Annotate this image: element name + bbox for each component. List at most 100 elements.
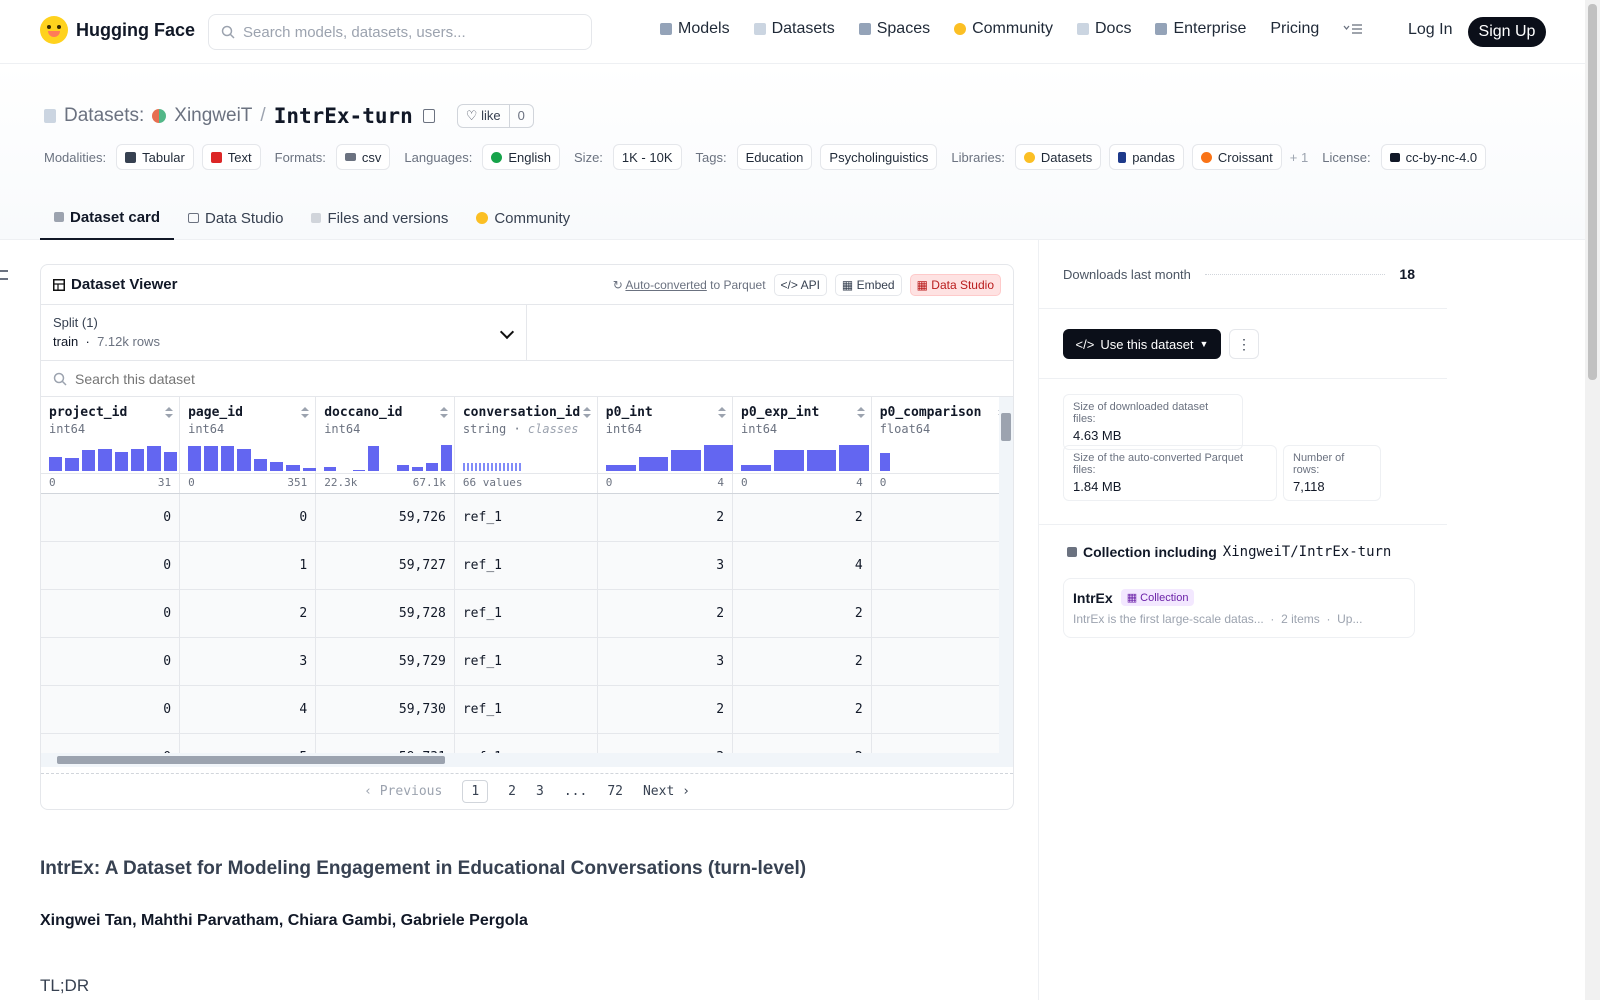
- table-cell[interactable]: 0: [41, 637, 181, 686]
- histogram-bar[interactable]: [806, 450, 837, 471]
- login-link[interactable]: Log In: [1408, 21, 1453, 38]
- table-cell[interactable]: ref_1: [454, 589, 598, 638]
- histogram-bar[interactable]: [397, 464, 409, 471]
- page-2[interactable]: 2: [508, 784, 516, 799]
- global-search-input[interactable]: [243, 23, 583, 41]
- table-cell[interactable]: 2: [732, 637, 872, 686]
- nav-docs[interactable]: Docs: [1077, 20, 1131, 38]
- nav-pricing[interactable]: Pricing: [1270, 20, 1319, 38]
- table-cell[interactable]: 0: [41, 589, 181, 638]
- histogram-bar[interactable]: [269, 461, 284, 471]
- sort-icon[interactable]: [165, 407, 174, 419]
- histogram-bar[interactable]: [671, 450, 702, 471]
- histogram-bar[interactable]: [353, 469, 365, 471]
- table-cell[interactable]: [871, 589, 1013, 638]
- table-cell[interactable]: ref_1: [454, 685, 598, 734]
- histogram-bar[interactable]: [638, 456, 669, 471]
- table-cell[interactable]: 0: [179, 493, 317, 542]
- table-cell[interactable]: 0: [41, 685, 181, 734]
- auto-converted-link[interactable]: Auto-converted: [625, 277, 707, 292]
- histogram-bar[interactable]: [130, 448, 145, 471]
- table-row[interactable]: 0 2 59,728 ref_1 2 2: [41, 589, 1013, 638]
- scroll-thumb[interactable]: [57, 756, 445, 764]
- histogram-bar[interactable]: [204, 446, 218, 471]
- table-cell[interactable]: 4: [179, 685, 317, 734]
- table-cell[interactable]: 59,727: [315, 541, 455, 590]
- data-studio-button[interactable]: ▦ Data Studio: [909, 273, 1001, 296]
- tag-education[interactable]: Education: [736, 144, 813, 170]
- tab-community[interactable]: Community: [462, 196, 584, 240]
- tag-lib-croissant[interactable]: Croissant: [1191, 144, 1282, 170]
- dataset-search[interactable]: [41, 361, 1013, 397]
- table-cell[interactable]: 2: [732, 685, 872, 734]
- histogram-bar[interactable]: [741, 464, 771, 471]
- table-cell[interactable]: 0: [41, 541, 181, 590]
- signup-button[interactable]: Sign Up: [1468, 17, 1546, 47]
- sort-icon[interactable]: [718, 407, 727, 419]
- table-cell[interactable]: ref_1: [454, 541, 598, 590]
- tag-psycholinguistics[interactable]: Psycholinguistics: [820, 144, 938, 170]
- table-cell[interactable]: 59,730: [315, 685, 455, 734]
- brand-logo[interactable]: Hugging Face: [40, 16, 195, 44]
- table-cell[interactable]: 2: [732, 493, 872, 542]
- next-page[interactable]: Next ›: [642, 784, 690, 799]
- horizontal-scrollbar[interactable]: [41, 753, 1001, 767]
- page-scroll-thumb[interactable]: [1588, 4, 1597, 380]
- table-cell[interactable]: 2: [732, 589, 872, 638]
- table-row[interactable]: 0 0 59,726 ref_1 2 2: [41, 493, 1013, 542]
- histogram-bar[interactable]: [49, 456, 63, 471]
- tag-lib-pandas[interactable]: pandas: [1109, 144, 1184, 170]
- table-cell[interactable]: 4: [732, 541, 872, 590]
- table-cell[interactable]: 2: [597, 685, 734, 734]
- column-header[interactable]: doccano_id int64 22.3k 67.1k: [315, 397, 455, 494]
- table-cell[interactable]: 0: [41, 493, 181, 542]
- table-cell[interactable]: 3: [597, 541, 734, 590]
- tag-license[interactable]: cc-by-nc-4.0: [1380, 144, 1487, 170]
- tag-tabular[interactable]: Tabular: [116, 144, 194, 170]
- dataset-search-input[interactable]: [75, 370, 675, 387]
- sort-icon[interactable]: [856, 407, 865, 419]
- table-cell[interactable]: 3: [597, 637, 734, 686]
- nav-models[interactable]: Models: [660, 20, 730, 38]
- histogram-bar[interactable]: [98, 448, 112, 471]
- column-header[interactable]: p0_exp_int int64 0 4: [732, 397, 872, 494]
- api-button[interactable]: </> API: [773, 273, 827, 296]
- page-72[interactable]: 72: [607, 784, 623, 799]
- histogram-bar[interactable]: [605, 464, 636, 471]
- page-scrollbar[interactable]: [1585, 0, 1600, 1000]
- nav-datasets[interactable]: Datasets: [753, 20, 835, 38]
- previous-page[interactable]: ‹ Previous: [364, 784, 443, 799]
- column-header[interactable]: project_id int64 0 31: [41, 397, 181, 494]
- column-header[interactable]: conversation_id string · classes 66 values: [454, 397, 598, 494]
- use-dataset-button[interactable]: </> Use this dataset ▼: [1063, 329, 1221, 359]
- histogram-bar[interactable]: [324, 467, 336, 471]
- histogram-bar[interactable]: [367, 446, 380, 471]
- histogram-bar[interactable]: [65, 458, 79, 471]
- histogram-bar[interactable]: [114, 451, 128, 471]
- tag-size[interactable]: 1K - 10K: [612, 144, 682, 170]
- table-cell[interactable]: [871, 637, 1013, 686]
- histogram-bar[interactable]: [163, 451, 177, 471]
- histogram-bar[interactable]: [773, 450, 804, 471]
- table-cell[interactable]: 59,728: [315, 589, 455, 638]
- nav-community[interactable]: Community: [954, 20, 1053, 38]
- auto-converted-info[interactable]: ↻ Auto-converted to Parquet: [612, 277, 766, 292]
- table-cell[interactable]: 59,726: [315, 493, 455, 542]
- histogram-bar[interactable]: [286, 464, 300, 471]
- table-cell[interactable]: [871, 685, 1013, 734]
- collection-card[interactable]: IntrEx ▦ Collection IntrEx is the first …: [1063, 578, 1415, 638]
- copy-icon[interactable]: [422, 109, 435, 123]
- tag-text[interactable]: Text: [201, 144, 261, 170]
- toc-toggle-icon[interactable]: [0, 270, 8, 280]
- tag-english[interactable]: English: [482, 144, 561, 170]
- table-cell[interactable]: [871, 493, 1013, 542]
- table-row[interactable]: 0 3 59,729 ref_1 3 2: [41, 637, 1013, 686]
- histogram-bar[interactable]: [839, 445, 870, 471]
- table-cell[interactable]: 3: [179, 637, 317, 686]
- histogram-bar[interactable]: [147, 446, 161, 471]
- tab-dataset-card[interactable]: Dataset card: [40, 196, 175, 240]
- split-selector[interactable]: Split (1) train · 7.12k rows: [41, 305, 527, 360]
- page-1[interactable]: 1: [462, 780, 489, 803]
- sort-icon[interactable]: [582, 407, 591, 419]
- sort-icon[interactable]: [301, 407, 310, 419]
